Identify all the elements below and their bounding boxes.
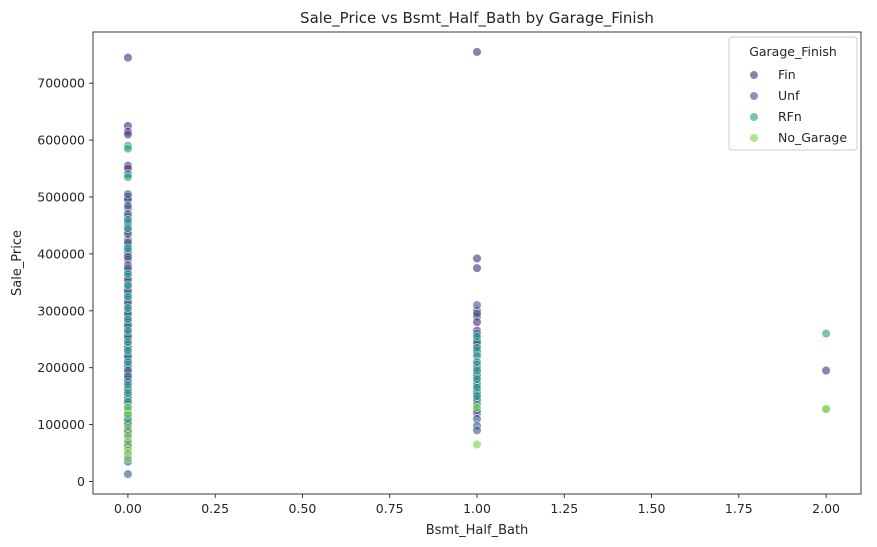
x-tick-label: 0.50 (289, 501, 317, 516)
data-point-unf (123, 469, 133, 479)
x-tick-label: 1.00 (463, 501, 491, 516)
data-point-rfn (123, 172, 133, 182)
data-point-fin (472, 263, 482, 273)
data-point-fin (123, 53, 133, 63)
y-tick-label: 700000 (37, 76, 85, 91)
data-point-fin (821, 365, 831, 376)
data-point-rfn (123, 215, 133, 225)
data-points (123, 47, 831, 479)
data-point-rfn (123, 337, 133, 347)
data-point-fin (472, 47, 482, 57)
data-point-rfn (472, 391, 482, 401)
data-point-rfn (472, 357, 482, 367)
y-tick-label: 100000 (37, 417, 85, 432)
x-axis: 0.00 0.25 0.50 0.75 1.00 1.25 1.50 1.75 2.00 (114, 494, 840, 516)
data-point-rfn (123, 269, 133, 279)
y-tick-label: 600000 (37, 133, 85, 148)
data-point-no-garage (123, 422, 133, 433)
data-point-unf (472, 300, 482, 310)
data-point-rfn (821, 328, 831, 339)
x-tick-label: 0.75 (376, 501, 404, 516)
data-point-fin (472, 253, 482, 264)
y-tick-label: 400000 (37, 246, 85, 261)
data-point-fin (123, 129, 133, 140)
x-tick-label: 1.25 (550, 501, 578, 516)
x-tick-label: 1.50 (638, 501, 666, 516)
data-point-rfn (123, 291, 133, 302)
y-axis: 0 100000 200000 300000 400000 500000 600000 700… (37, 76, 93, 489)
data-point-no-garage (821, 404, 831, 414)
data-point-rfn (123, 388, 133, 398)
data-point-no-garage (472, 402, 482, 413)
data-point-no-garage (123, 409, 133, 419)
data-point-no-garage (472, 439, 482, 450)
x-tick-label: 0.25 (201, 501, 229, 516)
y-axis-label: Sale_Price (10, 230, 25, 296)
data-point-unf (123, 189, 133, 199)
legend-label: RFn (778, 109, 802, 124)
legend-marker (749, 91, 759, 101)
legend-marker (749, 112, 759, 122)
data-point-fin (472, 317, 482, 327)
legend-marker (749, 133, 759, 143)
data-point-rfn (472, 343, 482, 353)
data-point-unf (123, 252, 133, 262)
data-point-rfn (472, 383, 482, 393)
y-tick-label: 0 (77, 474, 85, 489)
data-point-rfn (123, 326, 133, 336)
data-point-rfn (472, 331, 482, 341)
data-point-rfn (472, 365, 482, 376)
y-tick-label: 300000 (37, 303, 85, 318)
legend-label: Unf (778, 88, 800, 103)
legend-label: No_Garage (778, 130, 847, 145)
data-point-rfn (123, 280, 133, 290)
data-point-rfn (123, 243, 133, 253)
data-point-rfn (123, 223, 133, 233)
y-tick-label: 200000 (37, 360, 85, 375)
chart-title: Sale_Price vs Bsmt_Half_Bath by Garage_F… (300, 9, 654, 28)
y-tick-label: 500000 (37, 190, 85, 205)
data-point-unf (123, 200, 133, 211)
data-point-rfn (123, 144, 133, 154)
data-point-unf (472, 309, 482, 319)
legend-title: Garage_Finish (749, 44, 837, 59)
data-point-rfn (123, 357, 133, 367)
legend: Garage_Finish Fin Unf RFn No_Garage (728, 36, 858, 151)
x-tick-label: 1.75 (725, 501, 753, 516)
data-point-no-garage (123, 437, 133, 447)
data-point-no-garage (123, 454, 133, 464)
legend-box (728, 36, 858, 151)
data-point-rfn (472, 374, 482, 384)
legend-marker (749, 70, 759, 80)
x-tick-label: 2.00 (812, 501, 840, 516)
data-point-unf (472, 425, 482, 435)
data-point-rfn (123, 380, 133, 390)
data-point-rfn (123, 346, 133, 356)
x-axis-label: Bsmt_Half_Bath (426, 523, 529, 538)
legend-label: Fin (778, 67, 796, 82)
x-tick-label: 0.00 (114, 501, 142, 516)
legend-items: Fin Unf RFn No_Garage (749, 67, 847, 145)
data-point-rfn (123, 314, 133, 324)
data-point-rfn (123, 303, 133, 313)
